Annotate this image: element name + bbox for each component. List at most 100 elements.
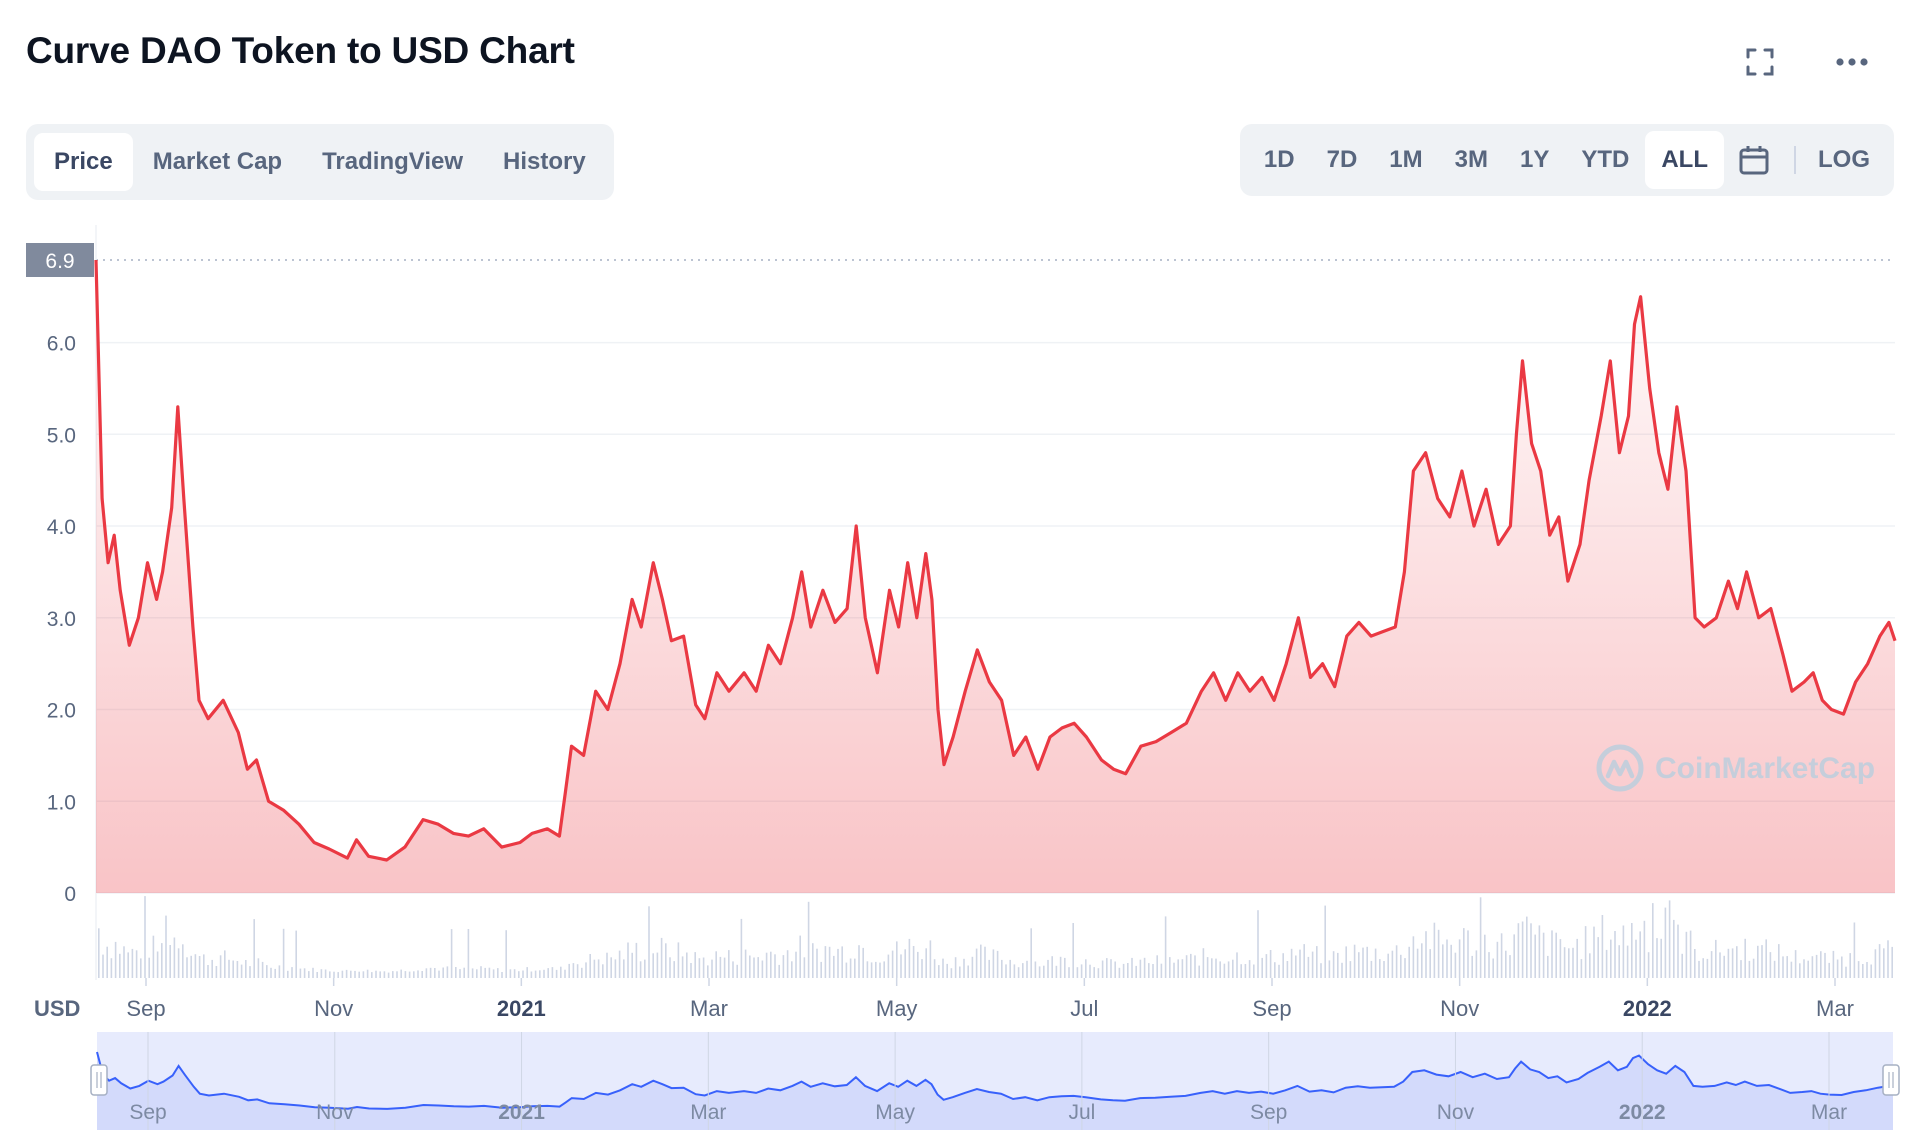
volume-bar — [308, 971, 310, 978]
chart-type-tabs: Price Market Cap TradingView History — [26, 124, 614, 200]
volume-bar — [644, 959, 646, 978]
volume-bar — [1677, 924, 1679, 978]
volume-bar — [362, 971, 365, 978]
volume-bar — [581, 967, 583, 978]
volume-bar — [1643, 920, 1646, 978]
range-7d[interactable]: 7D — [1326, 146, 1358, 173]
volume-bar — [1353, 944, 1356, 978]
tab-market-cap[interactable]: Market Cap — [152, 148, 283, 175]
more-horizontal-icon[interactable] — [1832, 44, 1872, 80]
volume-bar — [513, 969, 516, 978]
volume-bar — [488, 967, 491, 978]
volume-bar — [732, 961, 734, 978]
volume-bar — [589, 954, 591, 978]
tab-tradingview[interactable]: TradingView — [322, 148, 464, 175]
calendar-icon[interactable] — [1724, 131, 1784, 189]
navigator[interactable]: Sep Nov 2021 Mar May Jul Sep Nov 2022 Mar — [90, 1032, 1900, 1130]
volume-bar — [1064, 957, 1066, 978]
volume-bar — [1416, 948, 1419, 978]
volume-bar — [123, 946, 125, 978]
y-tick-label: 2.0 — [47, 700, 76, 723]
volume-bar — [497, 968, 499, 978]
handle-body[interactable] — [90, 1064, 108, 1096]
volume-bar — [1345, 946, 1347, 978]
volume-bar — [610, 957, 612, 978]
volume-bar — [1303, 944, 1305, 978]
range-3m[interactable]: 3M — [1454, 146, 1488, 173]
volume-bar — [1215, 958, 1217, 978]
volume-bar — [161, 943, 163, 978]
volume-bar — [862, 947, 864, 978]
range-1y[interactable]: 1Y — [1519, 146, 1550, 173]
volume-bar — [329, 971, 331, 978]
range-1d[interactable]: 1D — [1263, 146, 1295, 173]
volume-bar — [1387, 953, 1389, 978]
volume-bar — [891, 950, 894, 978]
volume-bar — [896, 941, 898, 978]
volume-bar — [1366, 946, 1368, 978]
volume-bar — [950, 968, 953, 978]
volume-bar — [1211, 958, 1213, 978]
price-line — [94, 259, 1897, 862]
volume-bar — [1605, 949, 1608, 978]
page-title: Curve DAO Token to USD Chart — [26, 30, 575, 71]
volume-bar — [1870, 964, 1872, 978]
range-all[interactable]: ALL — [1645, 131, 1724, 189]
volume-bar — [1316, 946, 1318, 978]
volume-bar — [623, 959, 625, 978]
volume-bar — [144, 896, 146, 978]
volume-bar — [1206, 957, 1209, 978]
volume-bar — [1471, 955, 1473, 978]
tab-price[interactable]: Price — [34, 133, 133, 191]
volume-bar — [1400, 954, 1402, 978]
volume-bar — [261, 961, 264, 978]
navigator-x-label: Nov — [316, 1101, 354, 1124]
current-price-label: 6.9 — [45, 250, 74, 273]
volume-bar — [551, 967, 554, 978]
volume-bar — [1706, 958, 1709, 978]
volume-bar — [1866, 962, 1868, 978]
navigator-x-label: May — [875, 1101, 915, 1124]
volume-bar — [1349, 961, 1352, 978]
volume-bar — [270, 967, 272, 978]
tab-history[interactable]: History — [503, 148, 586, 175]
volume-bar — [1043, 965, 1045, 978]
navigator-handle-right[interactable] — [1882, 1064, 1900, 1096]
volume-bar — [770, 951, 772, 978]
volume-bar — [207, 965, 209, 978]
divider — [1794, 146, 1796, 174]
volume-bar — [211, 959, 213, 978]
navigator-handle-left[interactable] — [90, 1064, 108, 1096]
volume-bar — [1118, 967, 1121, 978]
volume-bar — [1358, 952, 1360, 978]
range-1m[interactable]: 1M — [1389, 146, 1423, 173]
volume-bar — [841, 946, 843, 978]
volume-bar — [757, 957, 759, 978]
coinmarketcap-watermark: CoinMarketCap — [1596, 744, 1875, 792]
volume-bar — [1723, 955, 1725, 978]
fullscreen-icon[interactable] — [1740, 44, 1780, 80]
handle-body[interactable] — [1882, 1064, 1900, 1096]
volume-bar — [1752, 958, 1755, 978]
volume-bar — [1152, 964, 1154, 978]
volume-bar — [656, 952, 659, 978]
volume-bar — [1164, 916, 1167, 978]
volume-bar — [870, 962, 873, 978]
navigator-x-label: 2022 — [1619, 1101, 1666, 1124]
volume-bar — [1790, 961, 1793, 978]
volume-bar — [1089, 964, 1091, 978]
log-scale-button[interactable]: LOG — [1818, 146, 1870, 173]
volume-bar — [1093, 967, 1095, 978]
price-area-fill — [96, 260, 1895, 893]
range-ytd[interactable]: YTD — [1581, 146, 1630, 173]
volume-bar — [354, 970, 356, 978]
volume-bar — [728, 950, 730, 978]
volume-bar — [1148, 963, 1150, 978]
volume-bar — [219, 955, 222, 978]
volume-bar — [824, 946, 827, 978]
volume-bar — [904, 949, 906, 978]
volume-bar — [677, 942, 680, 978]
y-tick-label: 4.0 — [47, 516, 76, 539]
volume-bar — [1597, 937, 1599, 978]
